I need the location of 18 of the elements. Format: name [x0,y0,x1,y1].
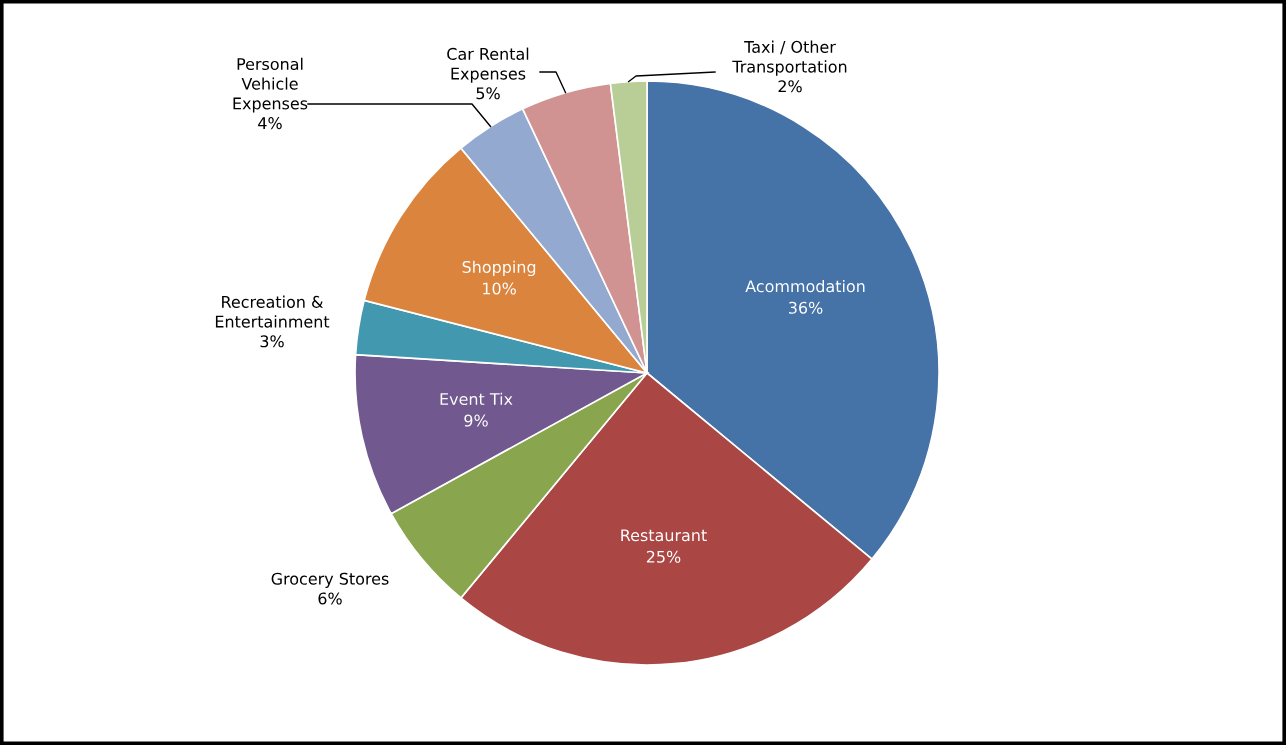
slice-label: Taxi / Other Transportation [732,40,847,76]
slice-label: Grocery Stores [271,572,389,588]
data-label: 2% [778,80,802,93]
slice-label: Recreation & Entertainment [215,295,330,328]
slice-label: Event Tix [440,392,513,406]
data-label: 4% [258,117,282,130]
data-label: 25% [646,550,681,563]
data-label: 5% [476,87,500,100]
slice-label: Shopping [462,260,536,277]
data-label: 6% [318,592,342,605]
data-label: 10% [483,282,516,295]
slice-label: Restaurant [621,529,707,542]
slice-label: Car Rental Expenses [447,47,529,83]
data-label: 9% [464,414,488,427]
data-label: 36% [788,301,823,314]
data-label: 3% [260,335,284,348]
slice-label: Personal Vehicle Expenses [233,57,308,113]
slice-label: Acommodation [745,279,865,293]
